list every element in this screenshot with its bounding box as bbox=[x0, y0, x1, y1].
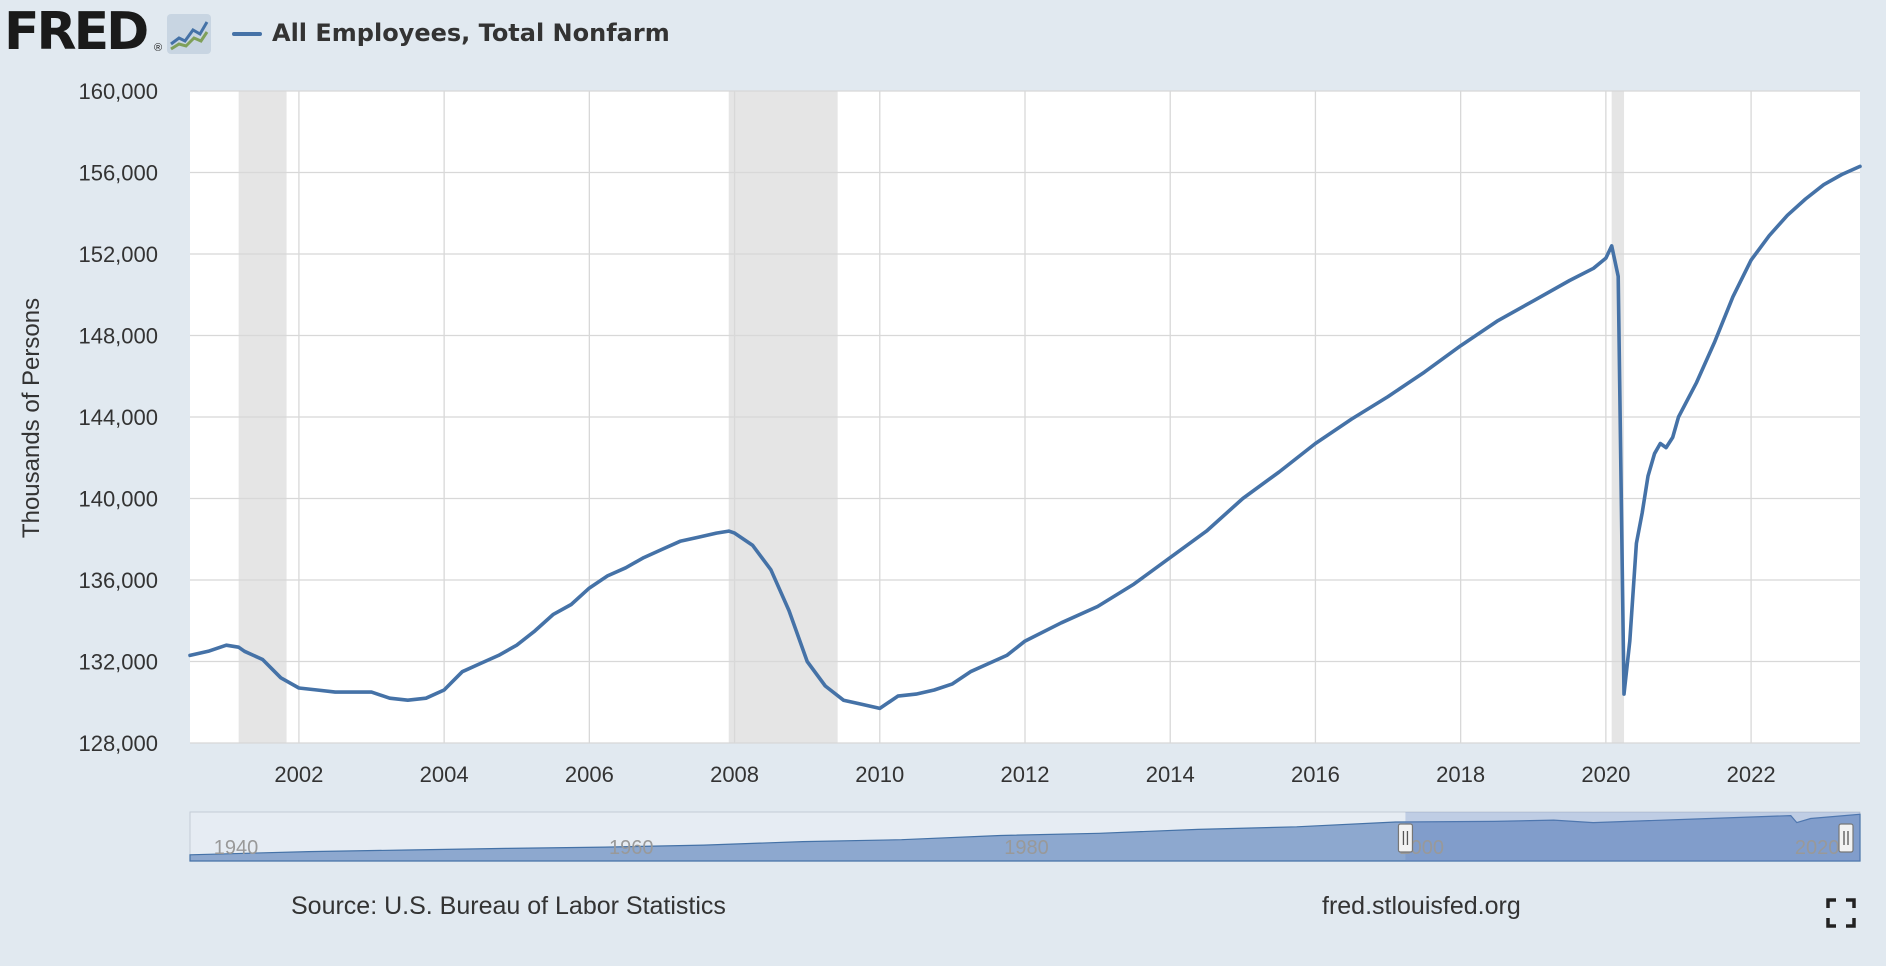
navigator-tick-label: 1940 bbox=[214, 837, 258, 859]
y-tick-label: 140,000 bbox=[78, 487, 158, 512]
navigator-left-handle[interactable] bbox=[1397, 823, 1414, 853]
x-tick-label: 2012 bbox=[1001, 762, 1050, 787]
range-navigator[interactable]: 1940 1960 1980 2000 2020 bbox=[189, 811, 1861, 862]
fred-logo-registered-mark: ® bbox=[154, 42, 163, 54]
x-tick-label: 2018 bbox=[1436, 762, 1485, 787]
y-tick-label: 132,000 bbox=[78, 650, 158, 675]
fullscreen-icon[interactable] bbox=[1826, 898, 1856, 928]
chart-header: FRED ® All Employees, Total Nonfarm bbox=[0, 0, 1886, 70]
y-tick-label: 160,000 bbox=[78, 79, 158, 104]
y-tick-label: 128,000 bbox=[78, 731, 158, 756]
x-tick-label: 2002 bbox=[274, 762, 323, 787]
source-note: Source: U.S. Bureau of Labor Statistics bbox=[291, 892, 726, 920]
series-line[interactable] bbox=[188, 164, 1862, 711]
y-tick-label: 136,000 bbox=[78, 568, 158, 593]
navigator-series-area bbox=[189, 813, 1861, 862]
site-url[interactable]: fred.stlouisfed.org bbox=[1322, 892, 1521, 920]
navigator-tick-label: 1980 bbox=[1004, 837, 1049, 859]
fred-logo[interactable]: FRED bbox=[4, 2, 149, 62]
x-tick-label: 2004 bbox=[420, 762, 469, 787]
navigator-selection[interactable] bbox=[1405, 812, 1860, 861]
x-tick-label: 2008 bbox=[710, 762, 759, 787]
line-chart: 128,000 132,000 136,000 140,000 144,000 148,0… bbox=[18, 79, 1862, 862]
x-tick-label: 2022 bbox=[1727, 762, 1776, 787]
y-tick-label: 152,000 bbox=[78, 242, 158, 267]
navigator-tick-label: 2020 bbox=[1795, 837, 1840, 859]
navigator-tick-label: 1960 bbox=[609, 837, 654, 859]
x-tick-label: 2014 bbox=[1146, 762, 1195, 787]
legend-series-swatch bbox=[232, 32, 262, 36]
x-tick-label: 2016 bbox=[1291, 762, 1340, 787]
y-tick-label: 156,000 bbox=[78, 161, 158, 186]
x-tick-label: 2010 bbox=[855, 762, 904, 787]
x-tick-label: 2020 bbox=[1581, 762, 1630, 787]
y-tick-label: 148,000 bbox=[78, 324, 158, 349]
fred-graph-icon[interactable] bbox=[167, 14, 211, 54]
x-tick-label: 2006 bbox=[565, 762, 614, 787]
y-tick-label: 144,000 bbox=[78, 405, 158, 430]
y-axis-label: Thousands of Persons bbox=[18, 298, 45, 538]
series-title[interactable]: All Employees, Total Nonfarm bbox=[272, 19, 670, 47]
navigator-right-handle[interactable] bbox=[1838, 823, 1854, 853]
